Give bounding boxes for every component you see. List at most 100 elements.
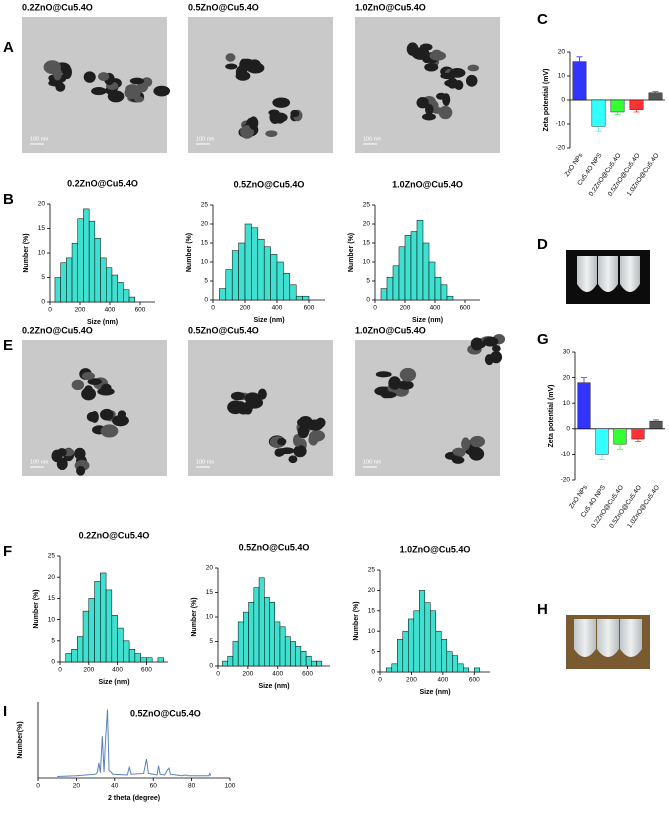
particle bbox=[235, 71, 251, 81]
panel-label: B bbox=[3, 191, 14, 208]
particle bbox=[375, 371, 392, 378]
particle bbox=[236, 402, 251, 415]
y-tick-label: 10 bbox=[206, 614, 214, 621]
histogram-bar bbox=[305, 655, 312, 667]
particle bbox=[100, 408, 114, 421]
x-tick-label: 0 bbox=[48, 307, 52, 314]
x-axis-label: Size (nm) bbox=[98, 679, 129, 686]
x-tick-label: 200 bbox=[240, 305, 251, 312]
x-tick-label: 600 bbox=[469, 677, 480, 684]
histogram-bar bbox=[311, 660, 317, 667]
histogram-bar bbox=[434, 276, 442, 301]
chart-title: 0.5ZnO@Cu5.4O bbox=[239, 542, 310, 552]
histogram-bar bbox=[263, 246, 271, 301]
particle bbox=[380, 391, 397, 399]
x-tick-label: 0 bbox=[211, 305, 215, 312]
tem-image bbox=[22, 340, 167, 476]
histogram-bar bbox=[88, 598, 95, 663]
histogram-bar bbox=[128, 649, 136, 663]
x-tick-label: 20 bbox=[73, 783, 81, 790]
y-tick-label: 0 bbox=[209, 663, 213, 670]
histogram-bar bbox=[463, 667, 470, 673]
image-title: 0.2ZnO@Cu5.4O bbox=[22, 325, 93, 335]
histogram-bar bbox=[54, 277, 61, 303]
y-tick-label: 10 bbox=[368, 628, 376, 635]
x-tick-label: 400 bbox=[272, 671, 283, 678]
particle bbox=[265, 130, 278, 138]
particle bbox=[440, 72, 456, 80]
y-axis-label: Number (%) bbox=[353, 601, 360, 640]
particle bbox=[468, 447, 485, 461]
y-tick-label: 0 bbox=[366, 297, 370, 304]
panel-label: D bbox=[537, 236, 548, 253]
tem-image bbox=[22, 17, 171, 153]
tube-photo-h bbox=[566, 615, 650, 669]
particle bbox=[101, 383, 112, 392]
histogram-bar bbox=[316, 660, 323, 667]
histogram-bar bbox=[270, 254, 278, 301]
y-tick-label: -10 bbox=[556, 121, 566, 128]
scale-bar-label: 100 nm bbox=[196, 136, 215, 142]
error-bar bbox=[599, 454, 605, 460]
chart-title: 0.2ZnO@Cu5.4O bbox=[67, 178, 138, 188]
histogram-bar bbox=[289, 284, 297, 301]
x-tick-label: 200 bbox=[400, 305, 411, 312]
particle bbox=[129, 77, 145, 85]
particle bbox=[388, 376, 402, 390]
histogram-bar bbox=[398, 246, 406, 301]
particle bbox=[424, 104, 434, 116]
histogram-bar bbox=[274, 621, 281, 667]
particle bbox=[290, 109, 300, 118]
histogram-bar bbox=[100, 572, 107, 663]
x-axis-label: Size (nm) bbox=[419, 689, 450, 696]
error-bar bbox=[652, 91, 659, 93]
y-tick-label: 5 bbox=[209, 638, 213, 645]
histogram-bar bbox=[380, 288, 388, 301]
y-tick-label: 5 bbox=[51, 638, 55, 645]
y-axis-label: Number (%) bbox=[23, 233, 30, 272]
x-tick-label: 400 bbox=[105, 307, 116, 314]
histogram-bar bbox=[248, 602, 255, 667]
x-axis-label: Size (nm) bbox=[253, 317, 284, 324]
y-axis-label: Number (%) bbox=[186, 233, 193, 272]
histogram-bar bbox=[219, 288, 227, 301]
histogram-bar bbox=[128, 296, 136, 303]
y-tick-label: 0 bbox=[371, 669, 375, 676]
histogram-bar bbox=[94, 581, 101, 663]
histogram-bar bbox=[457, 663, 464, 673]
particle bbox=[292, 434, 302, 447]
particle bbox=[451, 456, 465, 464]
bar bbox=[572, 61, 587, 101]
panel-label: G bbox=[537, 331, 549, 348]
histogram-bar bbox=[105, 589, 113, 663]
scale-bar-label: 100 nm bbox=[196, 459, 215, 465]
histogram-bar bbox=[386, 276, 394, 301]
x-tick-label: 200 bbox=[75, 307, 86, 314]
y-tick-label: 20 bbox=[563, 374, 571, 381]
y-tick-label: -20 bbox=[556, 145, 566, 152]
particle bbox=[416, 97, 429, 109]
error-bar bbox=[576, 56, 583, 62]
error-bar bbox=[581, 377, 587, 383]
particle bbox=[288, 455, 298, 464]
histogram-bar bbox=[446, 295, 454, 301]
image-background bbox=[188, 340, 333, 476]
particle bbox=[306, 419, 324, 431]
tem-image bbox=[355, 17, 500, 153]
histogram-bar bbox=[474, 667, 481, 673]
histogram-bar bbox=[413, 610, 420, 673]
histogram-bar bbox=[392, 265, 400, 301]
histogram-bar bbox=[106, 267, 113, 303]
histogram-bar bbox=[279, 626, 286, 667]
scale-bar-label: 100 nm bbox=[363, 136, 382, 142]
y-tick-label: 10 bbox=[563, 400, 571, 407]
histogram-bar bbox=[82, 610, 90, 663]
particle bbox=[492, 345, 501, 352]
particle bbox=[86, 411, 99, 422]
chart: 0.2ZnO@Cu5.4O Number (%) Size (nm) 0 5 10 15 20… bbox=[33, 530, 168, 686]
particle bbox=[444, 79, 460, 87]
error-bar bbox=[617, 444, 623, 450]
histogram-bar bbox=[386, 667, 393, 673]
y-tick-label: 30 bbox=[563, 349, 571, 356]
